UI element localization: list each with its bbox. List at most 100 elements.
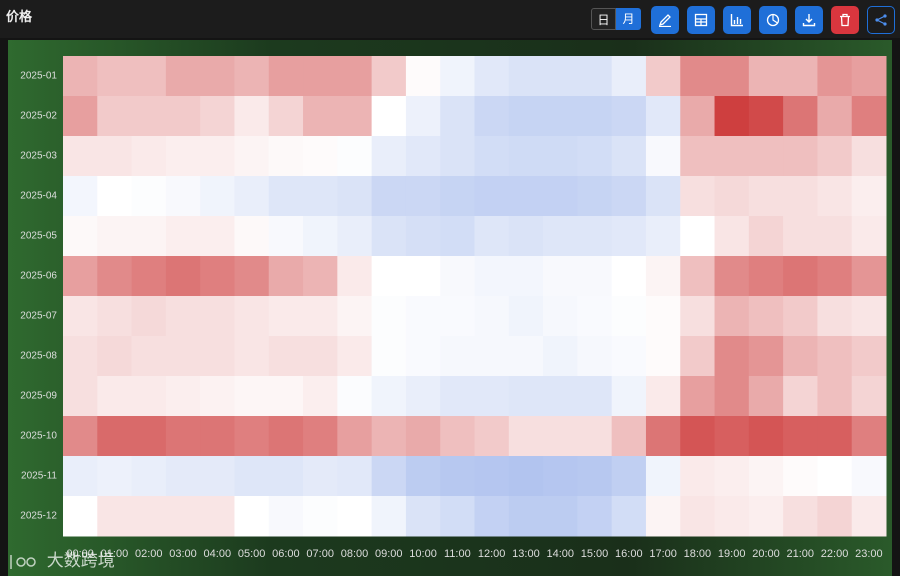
heat-cell xyxy=(783,336,818,377)
heat-cell xyxy=(371,336,407,377)
heat-cell xyxy=(714,136,750,177)
heat-cell xyxy=(543,496,578,537)
heat-cell xyxy=(303,296,338,337)
heat-cell xyxy=(440,176,475,217)
heat-cell xyxy=(371,176,407,217)
heat-cell xyxy=(474,56,510,97)
heat-cell xyxy=(440,376,475,417)
heat-cell xyxy=(405,416,441,457)
pie-button[interactable] xyxy=(759,6,787,34)
heat-cell xyxy=(783,136,818,177)
heatmap: 2025-01 2025-02 2025-03 2025-04 2025-05 2025-… xyxy=(20,56,887,560)
heat-cell xyxy=(817,256,853,297)
heat-cell xyxy=(851,136,887,177)
heat-cell xyxy=(165,96,201,137)
heat-cell xyxy=(543,176,578,217)
heat-cell xyxy=(543,456,578,497)
heat-cell xyxy=(440,256,475,297)
heat-cell xyxy=(748,336,784,377)
heat-cell xyxy=(680,456,716,497)
heat-cell xyxy=(508,176,544,217)
heat-cell xyxy=(851,176,887,217)
day-toggle[interactable]: 日 xyxy=(591,8,616,30)
heat-cell xyxy=(851,96,887,137)
heat-cell xyxy=(851,496,887,537)
heat-cell xyxy=(817,56,853,97)
heat-cell xyxy=(234,336,270,377)
heat-cell xyxy=(851,376,887,417)
heat-cell xyxy=(440,416,475,457)
y-tick-label: 2025-02 xyxy=(20,111,57,122)
heat-cell xyxy=(783,456,818,497)
heat-cell xyxy=(200,496,235,537)
heat-cell xyxy=(337,336,373,377)
heat-cell xyxy=(440,56,475,97)
heat-cell xyxy=(165,216,201,257)
heat-cell xyxy=(371,296,407,337)
delete-button[interactable] xyxy=(831,6,859,34)
heat-cell xyxy=(817,376,853,417)
heat-cell xyxy=(748,416,784,457)
heat-cell xyxy=(748,216,784,257)
heat-cell xyxy=(165,376,201,417)
x-tick-label: 16:00 xyxy=(615,548,643,560)
bar-chart-button[interactable] xyxy=(723,6,751,34)
x-tick-label: 06:00 xyxy=(272,548,300,560)
heat-cell xyxy=(508,256,544,297)
heat-cell xyxy=(748,296,784,337)
x-tick-label: 19:00 xyxy=(718,548,746,560)
heat-cell xyxy=(817,216,853,257)
heat-cell xyxy=(474,376,510,417)
heat-cell xyxy=(268,336,304,377)
heat-cell xyxy=(508,296,544,337)
heat-cell xyxy=(97,216,133,257)
heat-cell xyxy=(577,416,613,457)
heat-cell xyxy=(268,296,304,337)
month-toggle[interactable]: 月 xyxy=(616,8,641,30)
heat-cell xyxy=(577,56,613,97)
heat-cell xyxy=(817,176,853,217)
table-button[interactable] xyxy=(687,6,715,34)
heat-cell xyxy=(748,256,784,297)
heat-cell xyxy=(303,256,338,297)
heat-cell xyxy=(63,496,98,537)
download-button[interactable] xyxy=(795,6,823,34)
heat-cell xyxy=(131,136,167,177)
heat-cell xyxy=(63,376,98,417)
heat-cell xyxy=(97,56,133,97)
heat-cell xyxy=(543,296,578,337)
heat-cell xyxy=(303,336,338,377)
heat-cell xyxy=(783,96,818,137)
heat-cell xyxy=(714,176,750,217)
heat-cell xyxy=(337,96,373,137)
heat-cell xyxy=(817,456,853,497)
heat-cell xyxy=(405,496,441,537)
heat-cell xyxy=(234,56,270,97)
heat-cell xyxy=(611,56,647,97)
share-button[interactable] xyxy=(867,6,895,34)
heat-cell xyxy=(337,456,373,497)
heat-cell xyxy=(131,456,167,497)
heat-cell xyxy=(611,456,647,497)
bar-icon xyxy=(730,14,743,27)
heat-cell xyxy=(303,56,338,97)
heat-cell xyxy=(577,496,613,537)
heat-cell xyxy=(748,56,784,97)
heat-cell xyxy=(680,256,716,297)
heat-cell xyxy=(405,216,441,257)
heat-cell xyxy=(783,296,818,337)
heat-cell xyxy=(577,96,613,137)
heat-cell xyxy=(337,56,373,97)
heat-cell xyxy=(440,136,475,177)
heat-cell xyxy=(131,416,167,457)
heat-cell xyxy=(200,96,235,137)
heat-cell xyxy=(405,336,441,377)
heat-cell xyxy=(645,496,681,537)
heat-cell xyxy=(748,496,784,537)
heat-cell xyxy=(440,496,475,537)
heat-cell xyxy=(817,136,853,177)
x-tick-label: 17:00 xyxy=(649,548,677,560)
heat-cell xyxy=(611,416,647,457)
edit-button[interactable] xyxy=(651,6,679,34)
